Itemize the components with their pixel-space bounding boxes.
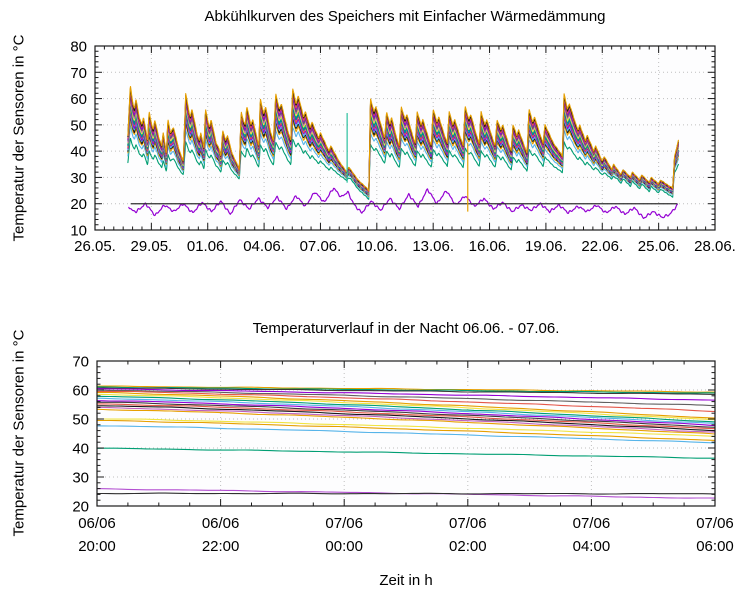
night-sensor-curve xyxy=(96,391,716,419)
x-tick-label: 04.06. xyxy=(243,238,285,255)
night-sensor-curve xyxy=(96,447,716,459)
ambient-temperature-curve xyxy=(128,187,679,220)
x-tick-label: 16.06. xyxy=(469,238,511,255)
y-tick-label: 20 xyxy=(70,196,87,213)
x-tick-label: 22.06. xyxy=(581,238,623,255)
x-tick-label-date: 07/06 xyxy=(573,515,611,532)
x-tick-label: 13.06. xyxy=(412,238,454,255)
x-tick-label: 10.06. xyxy=(356,238,398,255)
night-sensor-curve xyxy=(96,393,716,421)
y-tick-label: 40 xyxy=(70,144,87,161)
night-sensor-curve xyxy=(96,400,716,427)
night-sensor-curve xyxy=(96,388,716,401)
bottom-y-axis-label: Temperatur der Sensoren in °C xyxy=(10,329,28,537)
y-tick-label: 60 xyxy=(72,383,89,400)
x-tick-label-date: 07/06 xyxy=(696,515,734,532)
y-tick-label: 70 xyxy=(72,354,89,371)
x-tick-label-time: 20:00 xyxy=(78,538,116,555)
y-tick-label: 40 xyxy=(72,441,89,458)
x-tick-label-time: 22:00 xyxy=(202,538,240,555)
night-sensor-curve xyxy=(96,418,716,437)
night-sensor-curve xyxy=(96,390,716,413)
x-tick-label: 26.05. xyxy=(74,238,116,255)
x-tick-label-time: 00:00 xyxy=(325,538,363,555)
y-tick-label: 50 xyxy=(72,412,89,429)
night-sensor-curve xyxy=(96,419,716,441)
x-tick-label-date: 07/06 xyxy=(449,515,487,532)
x-tick-label: 25.06. xyxy=(638,238,680,255)
y-tick-label: 50 xyxy=(70,117,87,134)
night-sensor-curve xyxy=(96,389,716,407)
x-tick-label-time: 06:00 xyxy=(696,538,734,555)
x-tick-label: 01.06. xyxy=(187,238,229,255)
night-sensor-curve xyxy=(96,425,716,444)
sensor-curve xyxy=(127,137,679,200)
y-tick-label: 10 xyxy=(70,223,87,240)
x-tick-label: 07.06. xyxy=(300,238,342,255)
sensor-curve xyxy=(127,125,679,199)
night-sensor-curve xyxy=(96,405,716,432)
night-sensor-curve xyxy=(96,387,716,395)
x-tick-label: 19.06. xyxy=(525,238,567,255)
sensor-curve xyxy=(127,85,679,192)
night-sensor-curve xyxy=(96,397,716,424)
x-tick-label-time: 04:00 xyxy=(573,538,611,555)
bottom-chart-title: Temperaturverlauf in der Nacht 06.06. - … xyxy=(252,320,560,337)
x-tick-label-time: 02:00 xyxy=(449,538,487,555)
night-sensor-curve xyxy=(96,386,716,394)
x-tick-label-date: 06/06 xyxy=(78,515,116,532)
x-tick-label-date: 06/06 xyxy=(202,515,240,532)
bottom-x-axis-label: Zeit in h xyxy=(379,572,433,589)
x-tick-label: 28.06. xyxy=(694,238,736,255)
y-tick-label: 70 xyxy=(70,65,87,82)
x-tick-label: 29.05. xyxy=(131,238,173,255)
y-tick-label: 30 xyxy=(70,170,87,187)
y-tick-label: 60 xyxy=(70,91,87,108)
night-sensor-curve xyxy=(96,408,716,435)
night-sensor-curve xyxy=(96,492,716,495)
night-sensor-curve xyxy=(96,395,716,423)
top-y-axis-label: Temperatur der Sensoren in °C xyxy=(10,34,28,242)
y-tick-label: 80 xyxy=(70,39,87,56)
top-chart-title: Abkühlkurven des Speichers mit Einfacher… xyxy=(204,8,606,25)
night-sensor-curve xyxy=(96,385,716,393)
night-sensor-curve xyxy=(96,403,716,430)
y-tick-label: 30 xyxy=(72,470,89,487)
y-tick-label: 20 xyxy=(72,499,89,516)
night-sensor-curve xyxy=(96,401,716,428)
x-tick-label-date: 07/06 xyxy=(325,515,363,532)
night-sensor-curve xyxy=(96,406,716,433)
